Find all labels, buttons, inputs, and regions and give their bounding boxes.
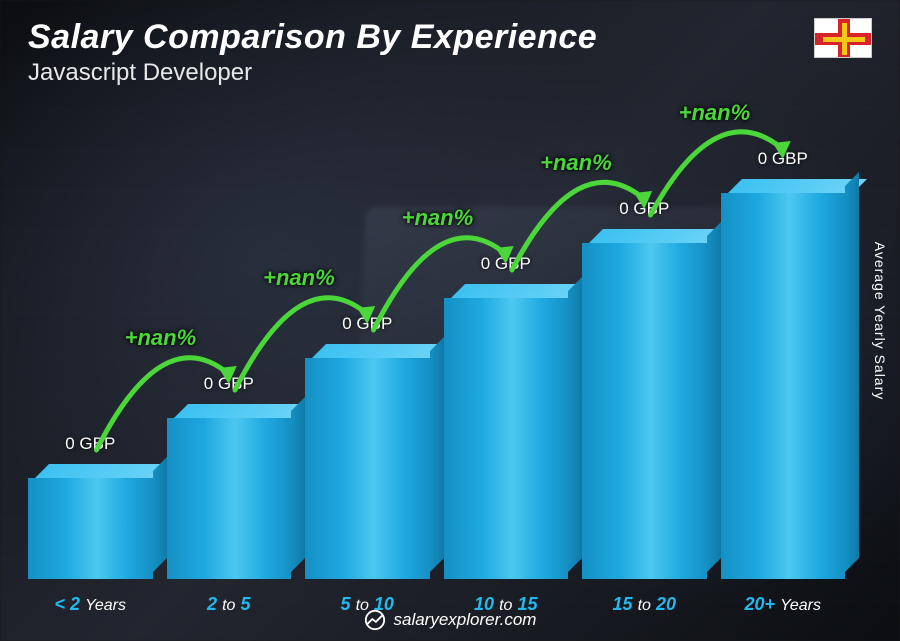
- increase-label: +nan%: [125, 325, 197, 351]
- footer-text: salaryexplorer.com: [394, 610, 537, 630]
- increase-label: +nan%: [402, 205, 474, 231]
- bar-4: 0 GBP15 to 20: [582, 199, 707, 579]
- increase-label: +nan%: [679, 100, 751, 126]
- bar-value-label: 0 GBP: [204, 374, 254, 394]
- bar-shape: [28, 464, 153, 579]
- bar-shape: [582, 229, 707, 579]
- chart-title: Salary Comparison By Experience: [28, 18, 872, 57]
- bar-shape: [721, 179, 846, 579]
- header: Salary Comparison By Experience Javascri…: [28, 18, 872, 87]
- bar-chart: 0 GBP< 2 Years0 GBP2 to 50 GBP5 to 100 G…: [28, 110, 845, 579]
- bar-3: 0 GBP10 to 15: [444, 254, 569, 579]
- bar-value-label: 0 GBP: [342, 314, 392, 334]
- logo-icon: [364, 609, 386, 631]
- chart-subtitle: Javascript Developer: [28, 59, 872, 87]
- bar-0: 0 GBP< 2 Years: [28, 434, 153, 579]
- bar-shape: [167, 404, 292, 579]
- increase-label: +nan%: [263, 265, 335, 291]
- bar-5: 0 GBP20+ Years: [721, 149, 846, 579]
- bar-value-label: 0 GBP: [758, 149, 808, 169]
- bar-2: 0 GBP5 to 10: [305, 314, 430, 579]
- bar-value-label: 0 GBP: [619, 199, 669, 219]
- bar-value-label: 0 GBP: [65, 434, 115, 454]
- bar-shape: [305, 344, 430, 579]
- footer: salaryexplorer.com: [0, 609, 900, 631]
- bar-1: 0 GBP2 to 5: [167, 374, 292, 579]
- flag-icon: [814, 18, 872, 58]
- bar-value-label: 0 GBP: [481, 254, 531, 274]
- y-axis-label: Average Yearly Salary: [872, 241, 888, 400]
- increase-label: +nan%: [540, 150, 612, 176]
- bar-shape: [444, 284, 569, 579]
